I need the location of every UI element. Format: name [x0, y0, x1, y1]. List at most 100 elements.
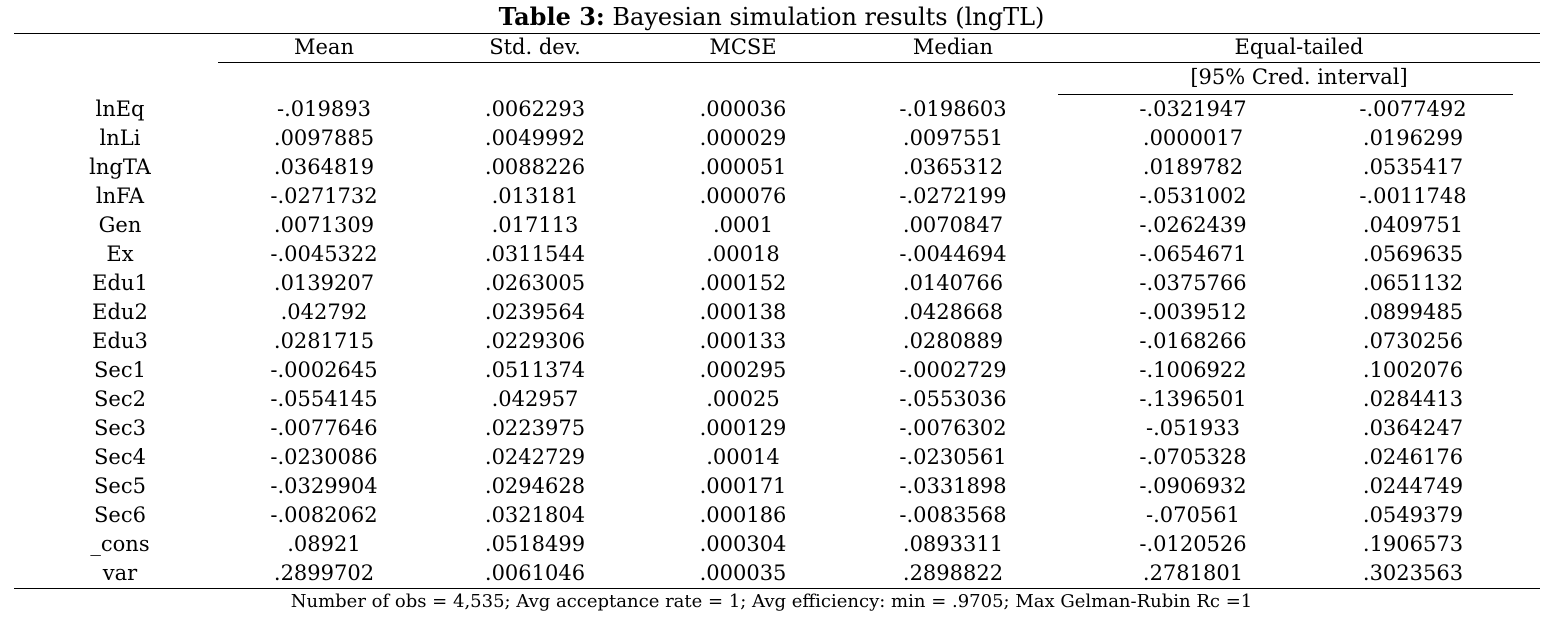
cell-mean: .0097885: [273, 126, 375, 150]
cell-cred-lower: .0189782: [1142, 155, 1244, 179]
cell-cred-upper: .0196299: [1362, 126, 1464, 150]
cell-mean: -.0077646: [270, 416, 378, 440]
cell-median: -.0083568: [899, 503, 1007, 527]
cell-cred-lower: -.0906932: [1139, 474, 1247, 498]
bottom-rule: [14, 588, 1540, 589]
cell-cred-lower: -.0531002: [1139, 184, 1247, 208]
cell-mcse: .000029: [699, 126, 787, 150]
cell-cred-upper: .1906573: [1362, 532, 1464, 556]
row-label: Sec3: [94, 416, 146, 440]
header-cred-interval: [95% Cred. interval]: [1190, 65, 1408, 89]
cell-mcse: .000133: [699, 329, 787, 353]
cell-mean: -.0230086: [270, 445, 378, 469]
cell-mcse: .000171: [699, 474, 787, 498]
cell-mean: -.019893: [277, 97, 371, 121]
header-std-dev: Std. dev.: [489, 35, 581, 59]
cell-std-dev: .0223975: [484, 416, 586, 440]
row-label: var: [102, 561, 138, 585]
cell-median: -.0076302: [899, 416, 1007, 440]
cell-std-dev: .0263005: [484, 271, 586, 295]
cell-median: .0280889: [902, 329, 1004, 353]
interval-underline-rule: [1058, 94, 1513, 95]
cell-mean: -.0554145: [270, 387, 378, 411]
cell-std-dev: .0062293: [484, 97, 586, 121]
cell-std-dev: .0511374: [484, 358, 586, 382]
cell-median: .0097551: [902, 126, 1004, 150]
cell-std-dev: .017113: [491, 213, 579, 237]
cell-cred-upper: .1002076: [1362, 358, 1464, 382]
row-label: Edu2: [92, 300, 148, 324]
cell-std-dev: .0518499: [484, 532, 586, 556]
cell-std-dev: .0049992: [484, 126, 586, 150]
cell-mcse: .000129: [699, 416, 787, 440]
cell-std-dev: .0321804: [484, 503, 586, 527]
cell-mean: .2899702: [273, 561, 375, 585]
cell-median: -.0002729: [899, 358, 1007, 382]
cell-mean: .0071309: [273, 213, 375, 237]
cell-mean: -.0329904: [270, 474, 378, 498]
cell-cred-upper: .0535417: [1362, 155, 1464, 179]
cell-mcse: .000304: [699, 532, 787, 556]
cell-std-dev: .0294628: [484, 474, 586, 498]
cell-cred-lower: -.0120526: [1139, 532, 1247, 556]
cell-std-dev: .0242729: [484, 445, 586, 469]
cell-cred-upper: -.0011748: [1359, 184, 1467, 208]
cell-mcse: .000152: [699, 271, 787, 295]
cell-cred-lower: -.1006922: [1139, 358, 1247, 382]
cell-cred-lower: -.051933: [1146, 416, 1240, 440]
cell-mcse: .000036: [699, 97, 787, 121]
cell-median: .0893311: [902, 532, 1004, 556]
cell-mcse: .000186: [699, 503, 787, 527]
cell-median: -.0044694: [899, 242, 1007, 266]
table-title-text: Bayesian simulation results (lngTL): [604, 3, 1045, 31]
cell-cred-lower: -.070561: [1146, 503, 1240, 527]
cell-mean: .0364819: [273, 155, 375, 179]
cell-median: .0365312: [902, 155, 1004, 179]
cell-cred-upper: .0364247: [1362, 416, 1464, 440]
cell-cred-lower: -.0654671: [1139, 242, 1247, 266]
row-label: lnFA: [95, 184, 145, 208]
cell-cred-upper: .0246176: [1362, 445, 1464, 469]
table-footnote: Number of obs = 4,535; Avg acceptance ra…: [290, 591, 1253, 612]
row-label: Edu1: [92, 271, 148, 295]
row-label: Sec1: [94, 358, 146, 382]
cell-mcse: .0001: [712, 213, 774, 237]
cell-std-dev: .0229306: [484, 329, 586, 353]
table-title: Table 3: Bayesian simulation results (ln…: [0, 2, 1543, 32]
cell-mcse: .000051: [699, 155, 787, 179]
cell-cred-upper: .0284413: [1362, 387, 1464, 411]
cell-mcse: .000035: [699, 561, 787, 585]
cell-std-dev: .0311544: [484, 242, 586, 266]
cell-mean: -.0082062: [270, 503, 378, 527]
cell-mean: -.0045322: [270, 242, 378, 266]
cell-cred-lower: .2781801: [1142, 561, 1244, 585]
header-underline-rule: [218, 62, 1540, 63]
cell-cred-lower: -.0321947: [1139, 97, 1247, 121]
cell-median: -.0230561: [899, 445, 1007, 469]
cell-cred-upper: .0651132: [1362, 271, 1464, 295]
cell-median: .2898822: [902, 561, 1004, 585]
cell-median: -.0553036: [899, 387, 1007, 411]
cell-cred-lower: -.1396501: [1139, 387, 1247, 411]
cell-std-dev: .0239564: [484, 300, 586, 324]
cell-median: .0140766: [902, 271, 1004, 295]
cell-cred-lower: .0000017: [1142, 126, 1244, 150]
cell-mean: .0281715: [273, 329, 375, 353]
row-label: _cons: [90, 532, 150, 556]
row-label: Gen: [98, 213, 142, 237]
cell-std-dev: .042957: [491, 387, 579, 411]
row-label: Edu3: [92, 329, 148, 353]
cell-cred-lower: -.0705328: [1139, 445, 1247, 469]
row-label: Sec6: [94, 503, 146, 527]
header-equal-tailed: Equal-tailed: [1234, 35, 1364, 59]
cell-cred-upper: .0730256: [1362, 329, 1464, 353]
cell-mcse: .000295: [699, 358, 787, 382]
cell-mcse: .00014: [706, 445, 780, 469]
cell-cred-upper: .0549379: [1362, 503, 1464, 527]
cell-cred-upper: .0244749: [1362, 474, 1464, 498]
row-label: lngTA: [89, 155, 151, 179]
cell-median: .0428668: [902, 300, 1004, 324]
cell-cred-upper: .0899485: [1362, 300, 1464, 324]
cell-cred-upper: .0409751: [1362, 213, 1464, 237]
row-label: Sec5: [94, 474, 146, 498]
